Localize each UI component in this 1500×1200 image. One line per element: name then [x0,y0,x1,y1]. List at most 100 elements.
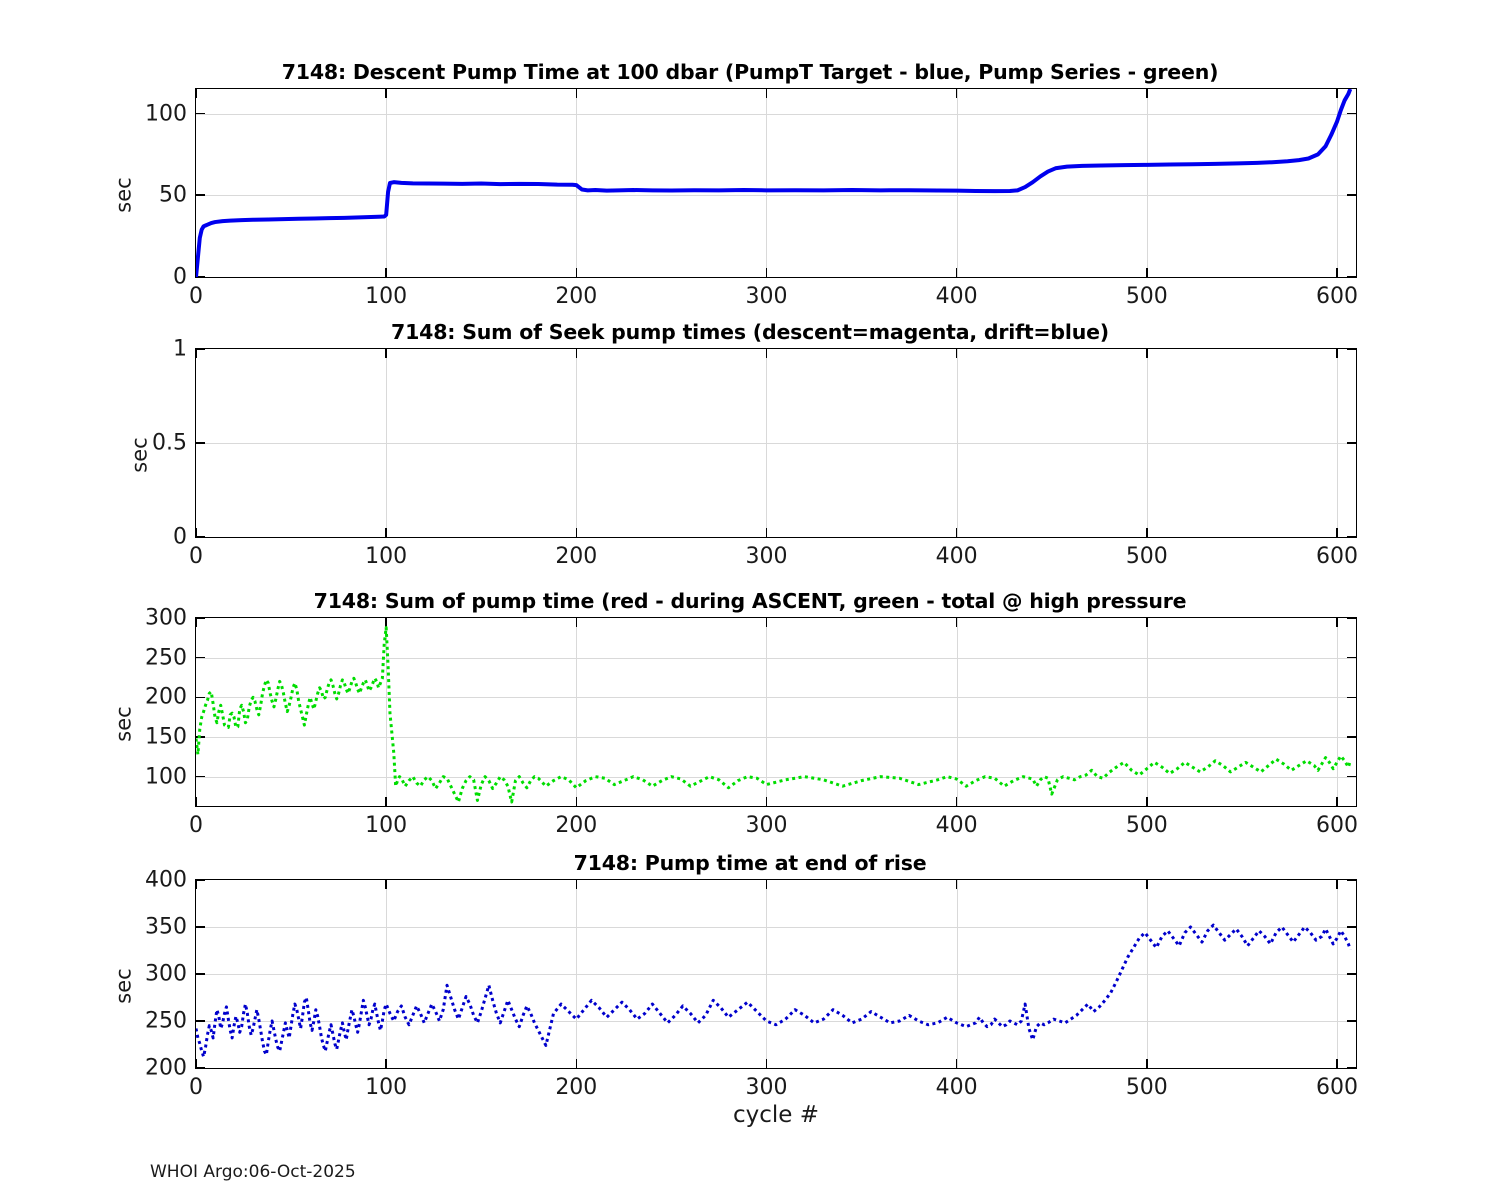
x-tick-mark [765,89,768,98]
y-tick-mark [1347,973,1356,975]
y-tick-mark [196,656,205,659]
gridline-horizontal [196,927,1356,928]
x-tick-label: 400 [935,1075,978,1100]
x-tick-mark [195,880,197,889]
x-tick-mark [575,268,578,277]
gridline-vertical [1146,349,1148,537]
x-tick-mark [575,880,578,889]
x-tick-mark [575,528,578,537]
panel-1-title: 7148: Descent Pump Time at 100 dbar (Pum… [281,60,1219,84]
panel-2-title: 7148: Sum of Seek pump times (descent=ma… [391,320,1109,344]
y-tick-label: 400 [145,867,187,893]
x-tick-mark [1146,268,1148,277]
x-tick-mark [1336,268,1338,277]
y-tick-mark [1347,926,1356,928]
x-tick-mark [385,268,387,277]
y-tick-label: 250 [145,1008,187,1034]
y-tick-mark [1347,879,1356,881]
gridline-horizontal [196,443,1356,444]
x-tick-mark [575,349,578,358]
series-layer [196,89,1356,277]
x-tick-mark [1146,1059,1148,1068]
data-series-line [196,628,1350,803]
gridline-vertical [1146,89,1148,277]
x-tick-mark [575,618,578,627]
y-tick-mark [1347,348,1356,350]
y-tick-mark [196,926,205,928]
x-tick-label: 300 [745,813,788,838]
y-tick-label: 100 [145,101,187,127]
y-tick-label: 300 [145,961,187,987]
x-axis-label: cycle # [732,1102,820,1128]
x-tick-mark [765,528,768,537]
y-tick-mark [196,276,205,278]
y-tick-label: 0.5 [152,430,187,456]
x-tick-mark [765,880,768,889]
x-tick-mark [195,89,197,98]
x-tick-mark [195,349,197,358]
x-tick-mark [1336,880,1338,889]
y-tick-label: 200 [145,684,187,710]
x-tick-mark [1146,349,1148,358]
x-tick-label: 500 [1125,284,1168,309]
gridline-vertical [956,349,958,537]
y-tick-mark [196,879,205,881]
series-layer [196,618,1356,806]
panel-4-axes: 200 250 300 350 400 0 100 200 300 400 500 600 [145,868,1358,1101]
gridline-vertical [1146,880,1148,1068]
gridline-vertical [1146,618,1148,806]
y-tick-mark [1347,276,1356,278]
gridline-vertical [956,89,958,277]
y-tick-label: 50 [159,182,187,208]
y-tick-label: 100 [145,764,187,790]
y-tick-mark [196,348,205,350]
panel-3-axes: 100 150 200 250 300 0 100 200 300 400 500 600 [145,606,1358,839]
gridline-vertical [576,89,578,277]
x-tick-label: 500 [1125,813,1168,838]
x-tick-mark [385,528,387,537]
x-tick-mark [1146,89,1148,98]
y-tick-mark [196,696,205,699]
x-tick-label: 400 [935,284,978,309]
x-tick-mark [955,349,958,358]
x-tick-label: 600 [1315,544,1358,569]
y-tick-mark [1347,696,1356,699]
y-tick-mark [196,775,205,778]
x-tick-mark [385,880,387,889]
gridline-vertical [766,89,768,277]
x-tick-mark [1146,880,1148,889]
y-tick-mark [196,973,205,975]
x-tick-mark [955,268,958,277]
x-tick-mark [1336,797,1338,806]
gridline-vertical [576,349,578,537]
x-tick-mark [575,1059,578,1068]
x-tick-label: 0 [189,544,203,569]
x-tick-mark [955,618,958,627]
x-tick-label: 400 [935,544,978,569]
y-tick-mark [1347,442,1356,444]
x-tick-label: 300 [745,544,788,569]
y-tick-mark [196,112,205,115]
x-tick-label: 100 [365,284,408,309]
x-tick-label: 100 [365,1075,408,1100]
x-tick-label: 600 [1315,813,1358,838]
y-tick-mark [1347,536,1356,538]
y-tick-label: 150 [145,724,187,750]
x-tick-mark [575,797,578,806]
y-tick-label: 0 [173,264,187,290]
x-tick-mark [1146,618,1148,627]
x-tick-mark [765,349,768,358]
gridline-horizontal [196,736,1356,738]
panel-4-ylabel: sec [111,968,136,1004]
x-tick-mark [575,89,578,98]
y-tick-label: 250 [145,645,187,671]
gridline-horizontal [196,113,1356,115]
footer-credit: WHOI Argo:06-Oct-2025 [150,1162,356,1182]
gridline-vertical [576,618,578,806]
x-tick-label: 200 [555,544,598,569]
y-tick-label: 200 [145,1055,187,1081]
gridline-horizontal [196,195,1356,197]
x-tick-mark [385,1059,387,1068]
